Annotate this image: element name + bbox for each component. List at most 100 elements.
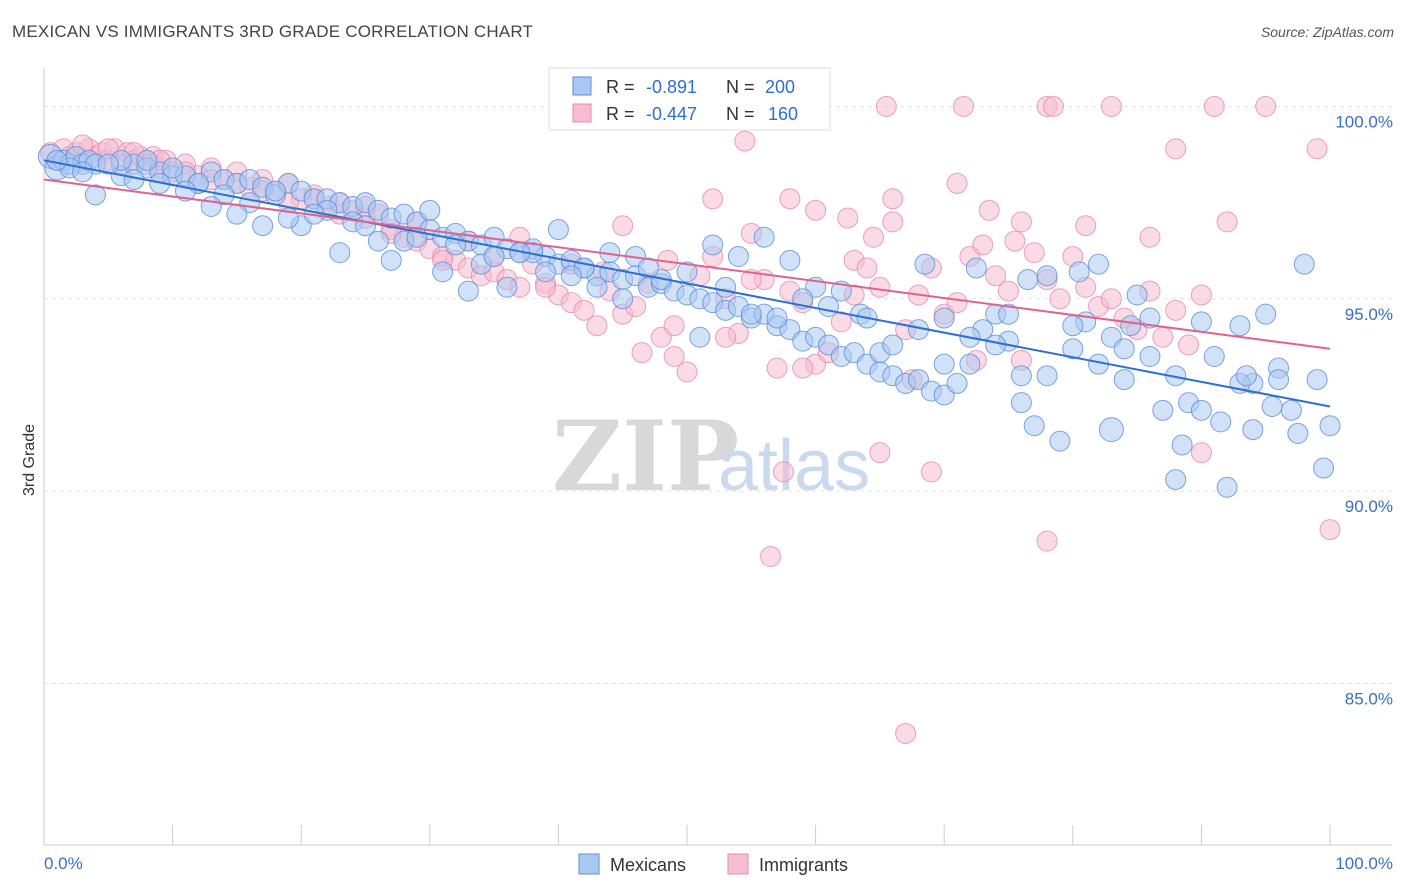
watermark-atlas: atlas	[718, 426, 870, 506]
mexicans-point	[419, 199, 441, 221]
mexicans-point	[252, 215, 274, 237]
mexicans-point	[1068, 261, 1090, 283]
immigrants-point	[734, 130, 756, 152]
mexicans-point	[959, 353, 981, 375]
immigrants-point	[882, 188, 904, 210]
immigrants-point	[1319, 519, 1341, 541]
mexicans-point	[702, 234, 724, 256]
immigrants-point	[1190, 442, 1212, 464]
watermark-zip: ZIP	[552, 400, 739, 513]
mexicans-point	[46, 149, 68, 171]
immigrants-point	[998, 280, 1019, 302]
immigrants-point	[869, 276, 891, 298]
bottom-legend-swatch-mexicans	[578, 853, 600, 875]
mexicans-point	[1113, 338, 1135, 360]
immigrants-point	[779, 188, 801, 210]
mexicans-point	[933, 307, 955, 329]
mexicans-point	[1293, 253, 1315, 275]
mexicans-point	[97, 153, 119, 175]
mexicans-point	[1210, 411, 1232, 433]
mexicans-point	[547, 219, 569, 241]
mexicans-point	[1049, 430, 1071, 452]
immigrants-point	[766, 357, 788, 379]
legend-r-value: -0.891	[646, 77, 697, 97]
immigrants-point	[1255, 95, 1277, 117]
legend-swatch-immigrants	[572, 103, 592, 123]
legend-r-label: R =	[606, 77, 635, 97]
mexicans-point	[329, 242, 351, 264]
bottom-legend-label-immigrants: Immigrants	[759, 855, 848, 875]
y-tick-label: 95.0%	[1345, 305, 1393, 324]
immigrants-point	[715, 326, 737, 348]
mexicans-point	[496, 276, 518, 298]
chart-title: MEXICAN VS IMMIGRANTS 3RD GRADE CORRELAT…	[12, 22, 534, 41]
immigrants-point	[612, 215, 634, 237]
mexicans-point	[766, 307, 788, 329]
source-label: Source: ZipAtlas.com	[1260, 24, 1394, 40]
immigrants-point	[895, 722, 917, 744]
immigrants-point	[946, 172, 968, 194]
mexicans-point	[136, 149, 158, 171]
mexicans-point	[1165, 469, 1187, 491]
immigrants-point	[837, 207, 859, 229]
mexicans-point	[1139, 345, 1161, 367]
x-tick-labels: 0.0% 100.0%	[44, 854, 1393, 873]
immigrants-point	[862, 226, 884, 248]
immigrants-point	[1043, 95, 1065, 117]
immigrants-point	[1036, 530, 1058, 552]
mexicans-point	[200, 195, 222, 217]
immigrants-point	[978, 199, 1000, 221]
immigrants-point	[1152, 326, 1174, 348]
immigrants-point	[882, 211, 904, 233]
immigrants-point	[772, 461, 794, 483]
immigrants-point	[1203, 95, 1225, 117]
immigrants-point	[1178, 334, 1200, 356]
axes	[43, 68, 1392, 846]
mexicans-point	[946, 372, 968, 394]
immigrants-point	[1100, 288, 1122, 310]
mexicans-point	[1023, 415, 1045, 437]
y-axis-title: 3rd Grade	[21, 424, 38, 496]
immigrants-point	[1023, 242, 1045, 264]
mexicans-point	[1171, 434, 1193, 456]
mexicans-point	[998, 303, 1019, 325]
mexicans-point	[1242, 419, 1264, 441]
immigrants-point	[1100, 95, 1122, 117]
mexicans-point	[264, 180, 286, 202]
mexicans-point	[1017, 269, 1039, 291]
immigrants-point	[1165, 299, 1187, 321]
mexicans-point	[586, 276, 608, 298]
immigrants-point	[586, 315, 608, 337]
immigrants-point	[663, 345, 685, 367]
mexicans-point	[1126, 284, 1148, 306]
immigrants-point	[1306, 138, 1328, 160]
bottom-legend: Mexicans Immigrants	[578, 853, 848, 875]
mexicans-point	[355, 215, 376, 237]
x-tick-label: 100.0%	[1335, 854, 1393, 873]
mexicans-point	[817, 295, 839, 317]
trend-lines	[43, 159, 1331, 408]
mexicans-point	[1216, 476, 1238, 498]
x-tick-label: 0.0%	[44, 854, 83, 873]
immigrants-trend-line	[43, 178, 1331, 350]
immigrants-point	[631, 342, 653, 364]
immigrants-point	[952, 95, 974, 117]
mexicans-point	[637, 257, 659, 279]
immigrants-point	[830, 311, 852, 333]
mexicans-point	[535, 261, 557, 283]
immigrants-point	[805, 199, 827, 221]
mexicans-point	[483, 245, 505, 267]
y-tick-labels: 85.0% 90.0% 95.0% 100.0%	[1335, 112, 1393, 708]
mexicans-point	[162, 157, 184, 179]
mexicans-point	[1010, 392, 1032, 414]
mexicans-trend-line	[43, 159, 1331, 408]
mexicans-point	[1036, 365, 1058, 387]
mexicans-point	[753, 226, 775, 248]
mexicans-point	[1062, 338, 1084, 360]
immigrants-point	[1139, 226, 1161, 248]
immigrants-point	[760, 546, 782, 568]
immigrants-point	[856, 257, 878, 279]
y-tick-label: 90.0%	[1345, 497, 1393, 516]
immigrants-point	[1049, 288, 1071, 310]
